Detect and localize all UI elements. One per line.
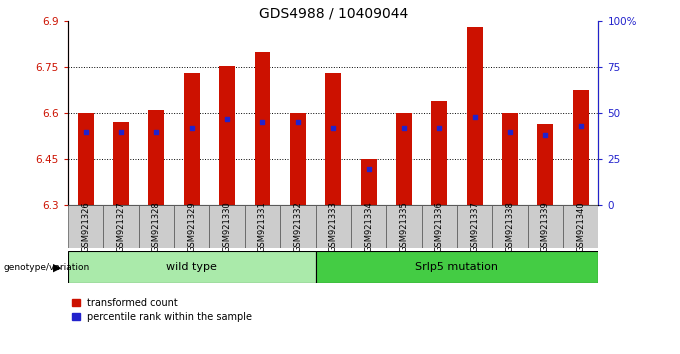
- Point: [328, 125, 339, 131]
- Bar: [245, 205, 280, 248]
- Point: [505, 129, 515, 135]
- Text: GSM921326: GSM921326: [81, 201, 90, 252]
- Point: [575, 123, 586, 129]
- Point: [398, 125, 409, 131]
- Bar: [563, 205, 598, 248]
- Bar: [290, 113, 306, 205]
- Bar: [502, 113, 518, 205]
- Bar: [184, 73, 200, 205]
- Bar: [386, 205, 422, 248]
- Text: GSM921333: GSM921333: [328, 201, 338, 252]
- Bar: [396, 113, 412, 205]
- Text: GSM921336: GSM921336: [435, 201, 444, 252]
- Bar: [254, 52, 271, 205]
- Point: [116, 129, 126, 135]
- Bar: [280, 205, 316, 248]
- Text: GSM921335: GSM921335: [399, 201, 409, 252]
- Text: GSM921339: GSM921339: [541, 201, 550, 252]
- Bar: [537, 124, 554, 205]
- Bar: [457, 205, 492, 248]
- Text: GSM921334: GSM921334: [364, 201, 373, 252]
- Text: Srlp5 mutation: Srlp5 mutation: [415, 262, 498, 272]
- Bar: [466, 27, 483, 205]
- Bar: [113, 122, 129, 205]
- Bar: [103, 205, 139, 248]
- Bar: [219, 66, 235, 205]
- Bar: [431, 101, 447, 205]
- Bar: [68, 251, 316, 283]
- Title: GDS4988 / 10409044: GDS4988 / 10409044: [258, 6, 408, 20]
- Bar: [351, 205, 386, 248]
- Bar: [139, 205, 174, 248]
- Bar: [68, 205, 103, 248]
- Bar: [325, 73, 341, 205]
- Text: GSM921337: GSM921337: [470, 201, 479, 252]
- Bar: [573, 90, 589, 205]
- Text: GSM921340: GSM921340: [576, 201, 585, 252]
- Point: [186, 125, 197, 131]
- Text: GSM921328: GSM921328: [152, 201, 161, 252]
- Point: [469, 114, 480, 120]
- Text: GSM921330: GSM921330: [222, 201, 232, 252]
- Legend: transformed count, percentile rank within the sample: transformed count, percentile rank withi…: [68, 294, 256, 325]
- Bar: [422, 205, 457, 248]
- Text: genotype/variation: genotype/variation: [3, 263, 90, 272]
- Point: [540, 132, 551, 138]
- Bar: [316, 205, 351, 248]
- Bar: [528, 205, 563, 248]
- Text: GSM921329: GSM921329: [187, 201, 197, 252]
- Text: GSM921338: GSM921338: [505, 201, 515, 252]
- Point: [151, 129, 162, 135]
- Bar: [148, 110, 165, 205]
- Text: GSM921332: GSM921332: [293, 201, 303, 252]
- Bar: [492, 205, 528, 248]
- Point: [292, 120, 303, 125]
- Text: GSM921327: GSM921327: [116, 201, 126, 252]
- Bar: [209, 205, 245, 248]
- Text: ▶: ▶: [53, 262, 61, 272]
- Bar: [78, 113, 94, 205]
- Text: GSM921331: GSM921331: [258, 201, 267, 252]
- Point: [257, 120, 268, 125]
- Point: [434, 125, 445, 131]
- Bar: [174, 205, 209, 248]
- Point: [80, 129, 91, 135]
- Point: [222, 116, 233, 122]
- Bar: [360, 159, 377, 205]
- Text: wild type: wild type: [167, 262, 217, 272]
- Point: [363, 166, 374, 171]
- Bar: [316, 251, 598, 283]
